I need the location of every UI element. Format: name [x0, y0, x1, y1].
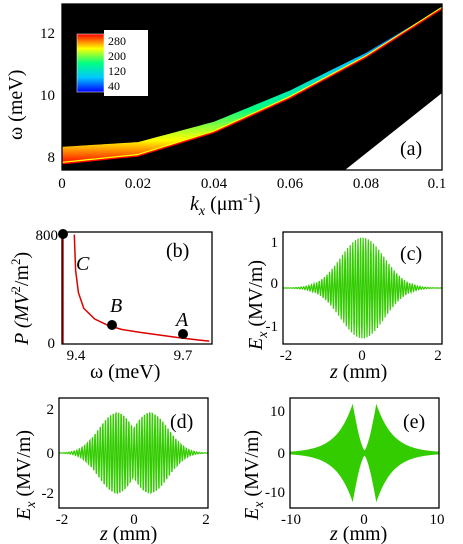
point-label-B: B [110, 295, 122, 317]
y-tick-label: 12 [40, 26, 55, 42]
band-edge-red [61, 8, 443, 165]
panel-c: (c) 1 0 -1 -2 0 2 z (mm) Ex (MV/m) [245, 231, 443, 383]
colorbar: 280 200 120 40 [76, 30, 148, 96]
colorbar-tick: 120 [108, 64, 126, 78]
x-tick-label: 0.04 [201, 176, 228, 192]
y-tick-label: 2 [47, 402, 55, 418]
x-tick-label: 2 [202, 512, 210, 528]
y-tick-label: 800 [36, 228, 59, 244]
colorbar-tick: 200 [108, 49, 126, 63]
band-heatmap [62, 7, 442, 164]
x-tick-label: 0.06 [277, 176, 304, 192]
panel-d: (d) 2 0 -2 -2 0 2 z (mm) Ex (MV/m) [13, 397, 210, 544]
y-tick-label: 0 [278, 446, 286, 462]
field-oscillation [283, 237, 442, 339]
panel-label-b: (b) [166, 240, 189, 262]
panel-b-background [62, 232, 212, 344]
x-tick-label: 0 [58, 176, 66, 192]
x-tick-label: 0 [130, 512, 138, 528]
x-axis-label: z (mm) [329, 523, 387, 544]
y-axis-label: Ex (MV/m) [13, 430, 39, 521]
colorbar-gradient [76, 33, 105, 93]
point-C [58, 229, 68, 239]
x-tick-label: 0 [360, 512, 368, 528]
x-axis-label: kx (μm-1) [190, 190, 261, 219]
point-label-C: C [76, 253, 90, 275]
band-edge-yellow [61, 6, 443, 164]
y-axis-label: Ex (MV/m) [245, 260, 271, 351]
x-tick-label: 2 [434, 348, 442, 364]
panel-d-frame [58, 397, 209, 509]
x-axis-label: z (mm) [329, 361, 387, 383]
x-tick-label: -2 [56, 512, 69, 528]
y-axis-label: P (MV2/m2) [8, 252, 33, 346]
panel-label-a: (a) [400, 138, 422, 160]
y-tick-label: -2 [42, 486, 55, 502]
y-tick-label: -1 [266, 319, 279, 335]
x-tick-labels: 0 0.02 0.04 0.06 0.08 0.1 [58, 176, 446, 192]
y-tick-label: 1 [271, 235, 279, 251]
panel-label-d: (d) [170, 411, 193, 433]
y-tick-label: 10 [270, 404, 285, 420]
colorbar-tick: 40 [108, 79, 120, 93]
x-axis-label: z (mm) [99, 523, 157, 544]
panel-e: (e) 10 0 -10 -10 0 10 z (mm) Ex (MV/m) [241, 397, 445, 544]
panel-e-frame [289, 397, 440, 509]
y-tick-label: 0 [48, 336, 56, 352]
point-B [107, 320, 117, 330]
point-A [178, 329, 188, 339]
x-tick-label: 0 [358, 348, 366, 364]
panel-label-c: (c) [400, 243, 422, 265]
x-tick-label: 9.4 [67, 348, 86, 364]
y-tick-label: 0 [47, 446, 55, 462]
colorbar-tick: 280 [108, 34, 126, 48]
panel-b: C B A (b) 9.4 9.7 0 800 ω (meV) P (MV2/m… [8, 228, 213, 383]
point-label-A: A [174, 309, 189, 331]
panel-label-box [393, 133, 438, 163]
panel-label-e: (e) [403, 411, 425, 433]
x-axis-label: ω (meV) [90, 361, 160, 383]
field-oscillation [58, 411, 209, 495]
x-tick-label: 0.02 [125, 176, 151, 192]
x-tick-label: 10 [430, 512, 445, 528]
x-tick-label: 0.1 [428, 176, 447, 192]
y-tick-label: 10 [40, 88, 55, 104]
colorbar-label-box [104, 30, 148, 96]
y-axis-label: ω (meV) [5, 70, 27, 140]
panel-b-frame [61, 231, 213, 345]
panel-c-frame [282, 231, 443, 345]
y-axis-label: Ex (MV/m) [241, 430, 267, 521]
y-tick-label: -10 [265, 485, 285, 501]
panel-a-frame [61, 3, 443, 171]
panel-a: 280 200 120 40 (a) 0 0.02 0.04 0.06 0.08… [5, 3, 446, 219]
x-tick-label: 9.7 [174, 348, 193, 364]
y-tick-label: 8 [48, 150, 56, 166]
x-tick-label: -2 [280, 348, 293, 364]
y-tick-labels: 8 10 12 [40, 26, 55, 166]
y-tick-label: 0 [271, 276, 279, 292]
x-tick-label: -10 [281, 512, 301, 528]
x-tick-label: 0.08 [353, 176, 379, 192]
